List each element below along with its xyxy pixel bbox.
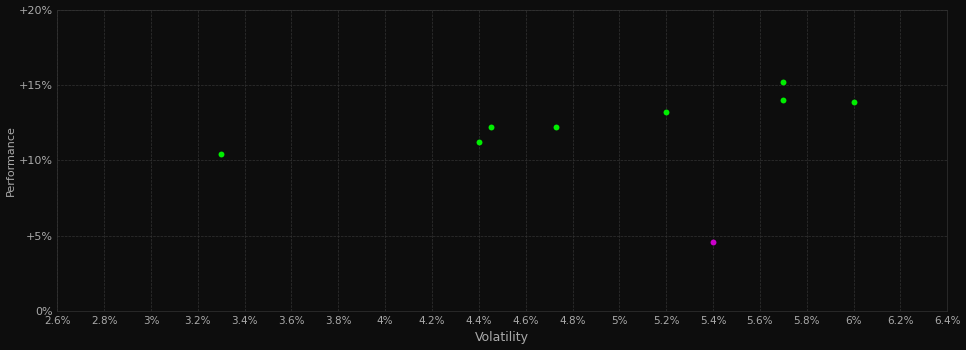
Point bbox=[483, 124, 498, 130]
Point bbox=[471, 139, 487, 145]
Point bbox=[705, 239, 721, 245]
Point bbox=[776, 79, 791, 85]
Point bbox=[776, 97, 791, 103]
Point bbox=[846, 99, 862, 104]
Point bbox=[213, 152, 229, 157]
Point bbox=[549, 124, 564, 130]
Point bbox=[659, 109, 674, 115]
Y-axis label: Performance: Performance bbox=[6, 125, 15, 196]
X-axis label: Volatility: Volatility bbox=[475, 331, 529, 344]
